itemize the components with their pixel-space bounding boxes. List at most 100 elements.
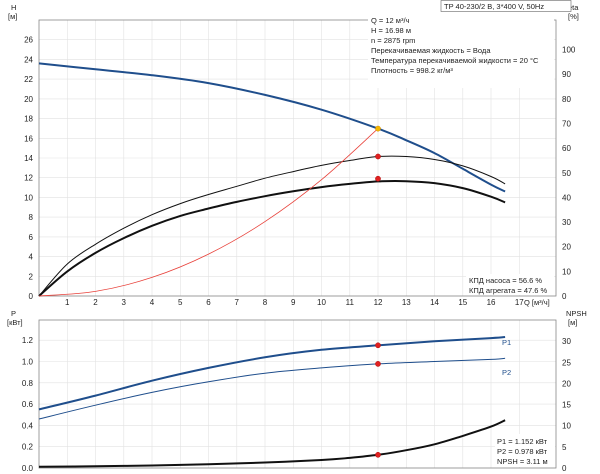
h-tick-label: 4 (29, 253, 34, 262)
duty-point-marker (375, 451, 381, 458)
head-curve (38, 62, 506, 193)
bottom-right-axis-ticks: 0 5 10 15 20 25 30 (562, 337, 571, 473)
npsh-tick-label: 30 (562, 337, 571, 346)
eta-tick-label: 80 (562, 95, 571, 104)
duty-point-marker (375, 153, 381, 160)
npsh-tick-label: 10 (562, 422, 571, 431)
info-flow: Q = 12 м³/ч (371, 16, 410, 25)
p-tick-label: 0.0 (22, 464, 34, 473)
p-axis-label: P (11, 309, 16, 318)
q-tick-label: 10 (317, 298, 326, 307)
pump-efficiency-note: КПД насоса = 56.6 % (469, 276, 542, 285)
eta-tick-label: 20 (562, 243, 571, 252)
npsh-tick-label: 25 (562, 358, 571, 367)
eta-tick-label: 10 (562, 267, 571, 276)
top-panel-series (38, 62, 506, 297)
info-temperature: Температура перекачиваемой жидкости = 20… (371, 56, 539, 65)
q-tick-label: 7 (235, 298, 240, 307)
npsh-tick-label: 20 (562, 379, 571, 388)
h-tick-label: 26 (24, 36, 33, 45)
system-curve (38, 128, 379, 297)
h-tick-label: 2 (29, 272, 34, 281)
p-tick-label: 0.8 (22, 379, 34, 388)
h-tick-label: 12 (24, 174, 33, 183)
duty-point-marker (375, 361, 381, 367)
eta-tick-label: 90 (562, 70, 571, 79)
q-tick-label: 6 (206, 298, 211, 307)
q-tick-label: 3 (122, 298, 127, 307)
duty-point-marker (375, 125, 381, 132)
q-tick-label: 5 (178, 298, 183, 307)
eta-tick-label: 40 (562, 193, 571, 202)
info-head: H = 16.98 м (371, 26, 411, 35)
h-tick-label: 6 (29, 233, 34, 242)
p-axis-unit: [кВт] (7, 318, 23, 327)
eta-tick-label: 70 (562, 120, 571, 129)
q-tick-label: 17 (515, 298, 524, 307)
p1-power-curve (38, 336, 506, 411)
q-tick-label: 2 (93, 298, 98, 307)
info-density: Плотность = 998.2 кг/м³ (371, 66, 453, 75)
p2-legend: P2 (502, 368, 511, 377)
q-tick-label: 8 (263, 298, 268, 307)
q-tick-label: 4 (150, 298, 155, 307)
info-box-bg (368, 12, 554, 88)
eta-tick-label: 30 (562, 218, 571, 227)
bottom-panel-frame (38, 319, 557, 469)
q-tick-label: 9 (291, 298, 296, 307)
bottom-panel-grid (39, 320, 556, 469)
duty-point-marker (375, 175, 381, 182)
q-tick-label: 11 (346, 298, 355, 307)
x-axis-ticks: 1 2 3 4 5 6 7 8 9 10 11 12 13 14 15 16 17 (65, 298, 524, 307)
q-tick-label: 16 (487, 298, 496, 307)
top-right-axis-ticks: 0 10 20 30 40 50 60 70 80 90 100 (562, 46, 576, 301)
p-tick-label: 1.0 (22, 358, 34, 367)
q-tick-label: 1 (65, 298, 70, 307)
npsh-curve (38, 419, 506, 468)
h-tick-label: 24 (24, 55, 33, 64)
h-tick-label: 10 (24, 193, 33, 202)
top-panel-markers (375, 125, 381, 182)
unit-efficiency-note: КПД агрегата = 47.6 % (469, 286, 547, 295)
npsh-note: NPSH = 3.11 м (497, 457, 548, 466)
h-tick-label: 16 (24, 134, 33, 143)
power-notes-bg (495, 434, 555, 467)
h-axis-label: H (11, 3, 16, 12)
eff-notes-bg (466, 274, 554, 295)
info-liquid: Перекачиваемая жидкость = Вода (371, 46, 491, 55)
p1-legend: P1 (502, 338, 511, 347)
pump-title: TP 40-230/2 B, 3*400 V, 50Hz (444, 2, 544, 11)
p1-note: P1 = 1.152 кВт (497, 437, 548, 446)
h-tick-label: 20 (24, 95, 33, 104)
bottom-panel-markers (375, 342, 381, 458)
npsh-axis-label: NPSH (566, 309, 587, 318)
title-box (440, 0, 572, 12)
h-axis-unit: [м] (8, 12, 17, 21)
pump-efficiency-curve (38, 155, 506, 297)
q-tick-label: 12 (374, 298, 383, 307)
eta-tick-label: 60 (562, 144, 571, 153)
npsh-tick-label: 0 (562, 464, 567, 473)
unit-efficiency-curve (38, 180, 506, 297)
eta-tick-label: 0 (562, 292, 567, 301)
p2-power-curve (38, 357, 506, 420)
q-tick-label: 13 (402, 298, 411, 307)
q-tick-label: 15 (458, 298, 467, 307)
eta-axis-label: eta (568, 3, 579, 12)
npsh-tick-label: 5 (562, 443, 567, 452)
h-tick-label: 0 (29, 292, 34, 301)
info-speed: n = 2875 rpm (371, 36, 415, 45)
eta-tick-label: 100 (562, 46, 576, 55)
eta-tick-label: 50 (562, 169, 571, 178)
bottom-panel-series (38, 336, 506, 468)
h-tick-label: 14 (24, 154, 33, 163)
bottom-left-axis-ticks: 0.0 0.2 0.4 0.6 0.8 1.0 1.2 (22, 336, 34, 473)
p2-note: P2 = 0.978 кВт (497, 447, 548, 456)
p-tick-label: 1.2 (22, 336, 34, 345)
h-tick-label: 22 (24, 75, 33, 84)
duty-point-marker (375, 342, 381, 349)
p-tick-label: 0.2 (22, 443, 34, 452)
p-tick-label: 0.6 (22, 400, 34, 409)
eta-axis-unit: [%] (568, 12, 579, 21)
